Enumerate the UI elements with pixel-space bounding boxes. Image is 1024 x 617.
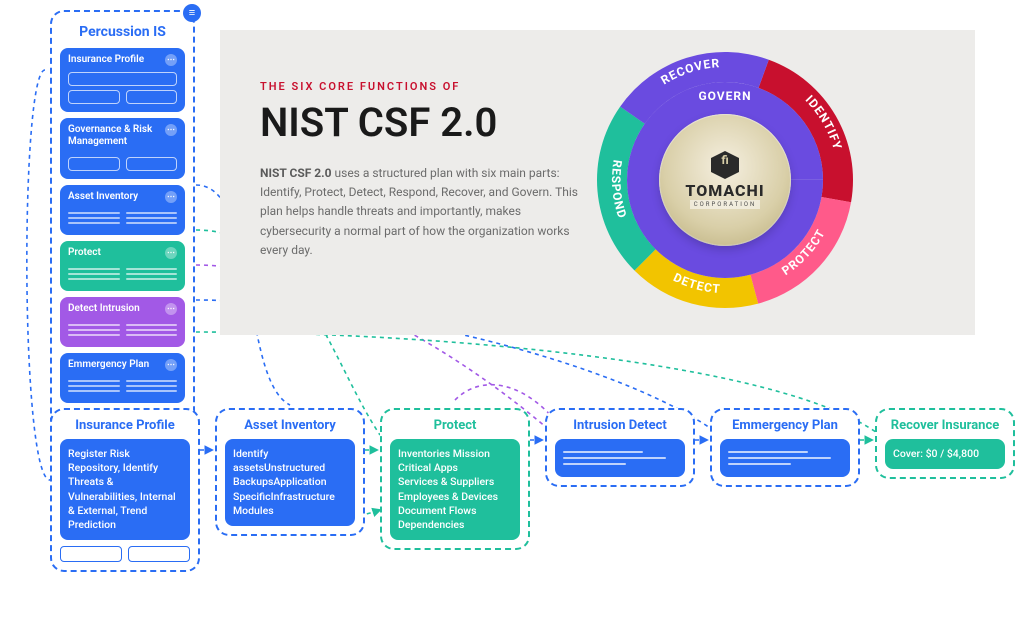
flow-card-title: Intrusion Detect xyxy=(555,418,685,439)
card-menu-icon: ⋯ xyxy=(165,303,177,315)
sidebar-card-3[interactable]: Protect⋯ xyxy=(60,241,185,291)
flow-card-title: Insurance Profile xyxy=(60,418,190,439)
sidebar-card-5[interactable]: Emmergency Plan⋯ xyxy=(60,353,185,403)
flow-card-insurance-profile[interactable]: Insurance ProfileRegister Risk Repositor… xyxy=(50,408,200,572)
sidebar-badge-icon: ≡ xyxy=(183,4,201,22)
sidebar-card-title: Detect Intrusion⋯ xyxy=(68,303,177,315)
wheel-label-govern: GOVERN xyxy=(698,89,751,103)
flow-card-protect[interactable]: ProtectInventories Mission Critical Apps… xyxy=(380,408,530,550)
sidebar-card-0[interactable]: Insurance Profile⋯ xyxy=(60,48,185,112)
hub-company-sub: CORPORATION xyxy=(690,200,761,209)
flow-card-body: Identify assetsUnstructured BackupsAppli… xyxy=(225,439,355,526)
flow-card-title: Protect xyxy=(390,418,520,439)
flow-card-title: Asset Inventory xyxy=(225,418,355,439)
hero-lead-bold: NIST CSF 2.0 xyxy=(260,166,332,180)
flow-card-title: Emmergency Plan xyxy=(720,418,850,439)
flow-card-recover-insurance[interactable]: Recover InsuranceCover: $0 / $4,800 xyxy=(875,408,1015,479)
sidebar-card-title: Emmergency Plan⋯ xyxy=(68,359,177,371)
wheel-hub: TOMACHI CORPORATION xyxy=(660,115,790,245)
sidebar-title: Percussion IS xyxy=(60,20,185,48)
flow-card-body: Cover: $0 / $4,800 xyxy=(885,439,1005,469)
sidebar-card-title: Protect⋯ xyxy=(68,247,177,259)
card-menu-icon: ⋯ xyxy=(165,124,177,136)
sidebar-card-2[interactable]: Asset Inventory⋯ xyxy=(60,185,185,235)
card-menu-icon: ⋯ xyxy=(165,191,177,203)
sidebar-card-title: Asset Inventory⋯ xyxy=(68,191,177,203)
flow-card-body xyxy=(555,439,685,477)
flow-card-body: Register Risk Repository, Identify Threa… xyxy=(60,439,190,540)
flow-card-body xyxy=(720,439,850,477)
connector xyxy=(27,70,50,480)
sidebar-panel: ≡ Percussion IS Insurance Profile⋯Govern… xyxy=(50,10,195,475)
hub-company-name: TOMACHI xyxy=(685,181,764,200)
flow-card-title: Recover Insurance xyxy=(885,418,1005,439)
flow-card-asset-inventory[interactable]: Asset InventoryIdentify assetsUnstructur… xyxy=(215,408,365,536)
nist-wheel: IDENTIFYPROTECTDETECTRESPONDRECOVERGOVER… xyxy=(590,45,860,315)
hero-description: NIST CSF 2.0 uses a structured plan with… xyxy=(260,164,590,260)
flow-card-body: Inventories Mission Critical Apps Servic… xyxy=(390,439,520,540)
flow-card-emergency-plan[interactable]: Emmergency Plan xyxy=(710,408,860,487)
sidebar-card-1[interactable]: Governance & Risk Management⋯ xyxy=(60,118,185,179)
sidebar-card-4[interactable]: Detect Intrusion⋯ xyxy=(60,297,185,347)
sidebar-card-title: Governance & Risk Management⋯ xyxy=(68,124,177,147)
sidebar-card-title: Insurance Profile⋯ xyxy=(68,54,177,66)
card-menu-icon: ⋯ xyxy=(165,247,177,259)
flow-card-intrusion-detect[interactable]: Intrusion Detect xyxy=(545,408,695,487)
card-menu-icon: ⋯ xyxy=(165,54,177,66)
hub-logo-icon xyxy=(711,151,739,179)
card-menu-icon: ⋯ xyxy=(165,359,177,371)
